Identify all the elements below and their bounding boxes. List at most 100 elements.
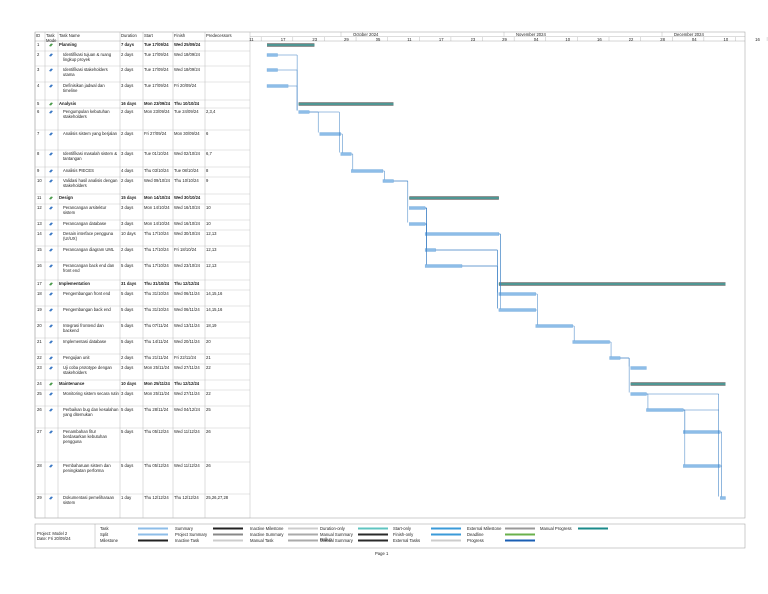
legend-label: Summary — [175, 526, 193, 531]
task-id: 13 — [37, 221, 42, 226]
dependency-link — [277, 69, 298, 111]
footer-frame — [34, 523, 746, 549]
task-id: 16 — [37, 263, 42, 268]
task-bar — [340, 152, 352, 156]
column-header: Predecessors — [206, 33, 232, 38]
task-start: Thu 17/10/24 — [144, 247, 169, 252]
task-duration: 10 days — [121, 231, 136, 236]
summary-progress — [630, 383, 726, 385]
task-start: Thu 12/12/24 — [144, 495, 169, 500]
task-bar — [319, 132, 341, 136]
dependency-link — [351, 153, 354, 170]
task-duration: 2 days — [121, 247, 134, 252]
task-mode-icon — [49, 324, 53, 328]
legend-sample — [358, 527, 388, 530]
task-id: 18 — [37, 291, 42, 296]
legend-sample — [358, 539, 388, 542]
dependency-link — [309, 111, 319, 133]
task-duration: 2 days — [121, 178, 134, 183]
task-bar — [266, 53, 278, 57]
legend-sample — [138, 539, 168, 542]
task-finish: Wed 02/10/24 — [174, 151, 200, 156]
dependency-link — [620, 357, 630, 367]
task-mode-icon — [49, 430, 53, 434]
task-bar — [630, 392, 647, 396]
task-predecessors: 14,15,16 — [206, 307, 223, 312]
month-label: December 2024 — [674, 32, 704, 37]
task-bar — [424, 232, 500, 236]
task-bar — [298, 110, 310, 114]
task-id: 4 — [37, 83, 40, 88]
task-name: Identifikasi tujuan & ruang lingkup proy… — [63, 52, 112, 62]
task-bar — [498, 292, 536, 296]
task-duration: 2 days — [121, 131, 134, 136]
task-mode-icon — [49, 264, 53, 268]
task-id: 11 — [37, 195, 42, 200]
task-finish: Wed 30/10/24 — [174, 231, 200, 236]
task-bar — [266, 84, 289, 88]
task-start: Thu 21/11/24 — [144, 355, 169, 360]
dependency-link — [435, 249, 498, 309]
task-start: Thu 03/10/24 — [144, 168, 169, 173]
task-start: Tue 01/10/24 — [144, 151, 169, 156]
task-start: Mon 23/09/24 — [144, 109, 170, 114]
task-finish: Thu 12/12/24 — [174, 381, 200, 386]
task-finish: Wed 13/11/24 — [174, 323, 200, 328]
task-name: Identifikasi stakeholders utama — [63, 67, 108, 77]
day-label: 22 — [628, 36, 634, 42]
day-label: 10 — [723, 36, 729, 42]
dependency-link — [720, 465, 722, 497]
task-mode-icon — [49, 282, 53, 286]
task-duration: 10 days — [121, 381, 137, 386]
task-predecessors: 6 — [206, 131, 209, 136]
day-label: 23 — [470, 36, 476, 42]
task-bar — [351, 169, 384, 173]
task-mode-icon — [49, 232, 53, 236]
task-name: Perancangan database — [63, 221, 107, 226]
task-duration: 15 days — [121, 195, 137, 200]
task-name: Perancangan arsitektur sistem — [63, 205, 107, 215]
task-name: Validasi hasil analisis dengan stakehold… — [63, 178, 118, 188]
task-name: Maintenance — [59, 381, 85, 386]
legend-label: Manual Summary Rollup — [320, 532, 353, 542]
legend-sample — [578, 527, 608, 530]
task-predecessors: 2,3,4 — [206, 109, 216, 114]
task-bar — [409, 222, 426, 226]
task-predecessors: 10 — [206, 221, 211, 226]
task-predecessors: 20 — [206, 339, 211, 344]
dependency-link — [309, 111, 340, 153]
day-label: 16 — [597, 36, 602, 42]
task-start: Wed 09/10/24 — [144, 178, 170, 183]
dependency-link — [620, 357, 630, 393]
task-finish: Wed 16/10/24 — [174, 205, 200, 210]
task-start: Mon 25/11/24 — [144, 365, 170, 370]
task-bar — [498, 308, 536, 312]
task-start: Tue 17/09/24 — [144, 83, 169, 88]
legend-sample — [213, 533, 243, 536]
task-name: Perbaikan bug dan kesalahan yang ditemuk… — [63, 407, 119, 417]
task-predecessors: 21 — [206, 355, 211, 360]
day-label: 11 — [407, 36, 412, 42]
task-start: Thu 31/10/24 — [144, 291, 169, 296]
task-predecessors: 26 — [206, 429, 211, 434]
month-label: October 2024 — [353, 32, 379, 37]
task-finish: Wed 27/11/24 — [174, 365, 200, 370]
task-mode-icon — [49, 68, 53, 72]
task-predecessors: 12,13 — [206, 263, 217, 268]
task-start: Thu 28/11/24 — [144, 407, 169, 412]
task-mode-icon — [49, 110, 53, 114]
dependency-link — [382, 170, 385, 180]
task-id: 6 — [37, 109, 40, 114]
legend-sample — [288, 527, 318, 530]
task-duration: 2 days — [121, 355, 134, 360]
task-name: Analysis — [59, 101, 77, 106]
task-duration: 3 days — [121, 205, 134, 210]
task-name: Definisikan jadwal dan timeline — [63, 83, 105, 93]
task-name: Integrasi frontend dan backend — [63, 323, 104, 333]
summary-progress — [298, 103, 394, 105]
legend-label: Inactive Milestone — [250, 526, 284, 531]
task-bar — [630, 366, 647, 370]
legend-sample — [213, 527, 243, 530]
task-id: 14 — [37, 231, 42, 236]
task-finish: Wed 16/10/24 — [174, 221, 200, 226]
